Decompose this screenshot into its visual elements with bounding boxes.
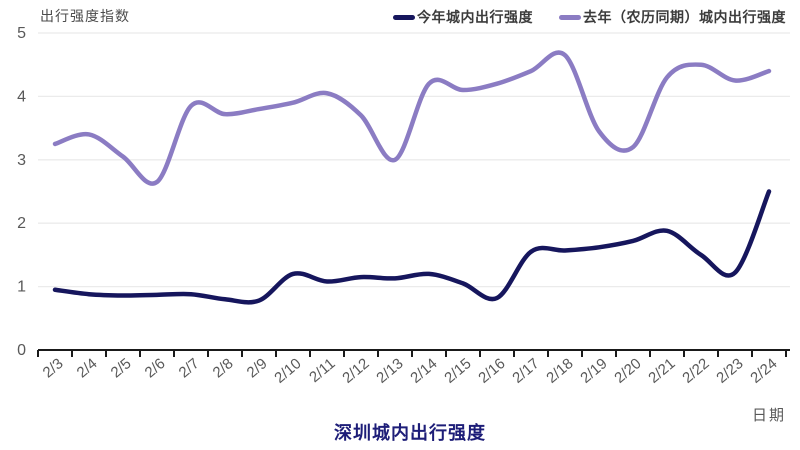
x-tick-label: 2/20	[611, 355, 644, 387]
x-tick-label: 2/24	[747, 355, 780, 387]
x-tick-label: 2/9	[244, 355, 271, 381]
x-tick-label: 2/4	[74, 355, 101, 381]
x-tick-label: 2/12	[339, 355, 372, 387]
x-tick-label: 2/22	[679, 355, 712, 387]
chart-legend: 今年城内出行强度 去年（农历同期）城内出行强度	[393, 7, 786, 27]
legend-entry-last-year: 去年（农历同期）城内出行强度	[559, 7, 786, 27]
x-tick-label: 2/11	[306, 355, 338, 386]
x-tick-label: 2/8	[210, 355, 237, 381]
this-year-line-swatch-icon	[393, 14, 415, 20]
y-tick-label: 1	[17, 279, 26, 296]
x-tick-label: 2/18	[543, 355, 576, 387]
y-tick-label: 0	[17, 342, 26, 359]
x-tick-label: 2/13	[373, 355, 406, 387]
x-tick-label: 2/17	[509, 355, 542, 387]
legend-label-this-year: 今年城内出行强度	[417, 9, 533, 25]
x-tick-label: 2/14	[407, 355, 440, 387]
series-line-this-year	[52, 189, 772, 305]
y-tick-label: 5	[17, 25, 26, 42]
y-tick-label: 4	[17, 88, 26, 105]
last-year-line-swatch-icon	[559, 14, 581, 20]
y-tick-label: 2	[17, 215, 26, 232]
x-tick-label: 2/10	[271, 355, 304, 387]
x-tick-label: 2/16	[475, 355, 508, 387]
x-axis-title: 日期	[751, 407, 786, 424]
x-tick-label: 2/21	[645, 355, 678, 387]
chart-title: 深圳城内出行强度	[334, 423, 486, 443]
x-tick-label: 2/19	[577, 355, 610, 387]
x-tick-label: 2/7	[176, 355, 203, 381]
x-tick-label: 2/3	[40, 355, 67, 381]
y-axis-title: 出行强度指数	[40, 8, 130, 24]
x-tick-label: 2/15	[441, 355, 474, 387]
series-line-last-year	[52, 50, 772, 186]
x-tick-label: 2/6	[142, 355, 169, 381]
legend-label-last-year: 去年（农历同期）城内出行强度	[583, 9, 786, 25]
x-tick-label: 2/5	[108, 355, 135, 381]
legend-entry-this-year: 今年城内出行强度	[393, 7, 533, 27]
x-tick-label: 2/23	[713, 355, 746, 387]
y-tick-label: 3	[17, 152, 26, 169]
